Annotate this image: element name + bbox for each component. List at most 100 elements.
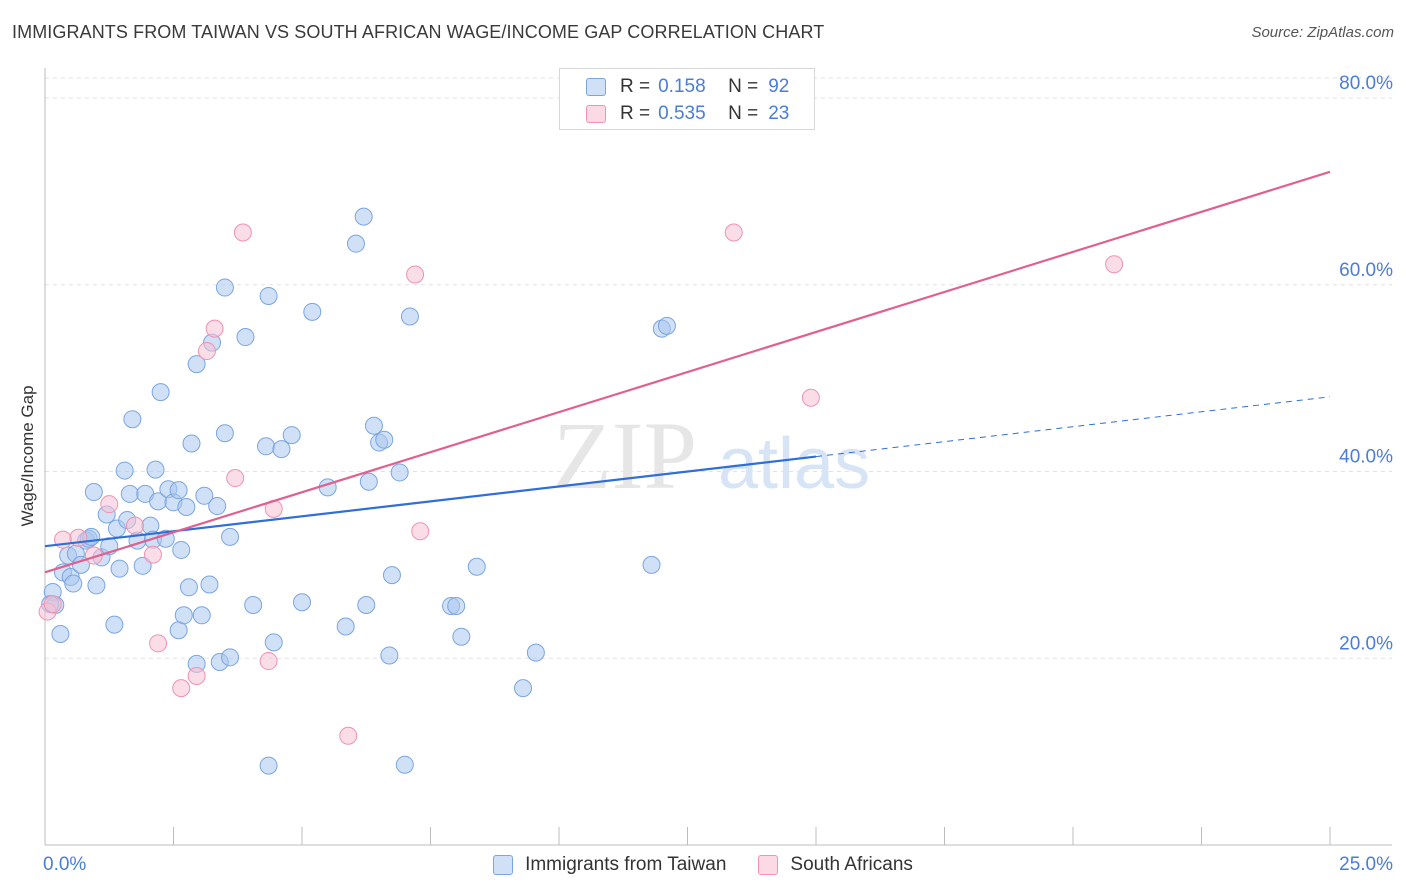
taiwan-point [110,559,129,578]
source-label: Source: ZipAtlas.com [1251,24,1394,41]
series-legend-south-africans[interactable]: South Africans [758,854,913,876]
taiwan-point [346,234,365,253]
south-african-point [172,679,191,698]
taiwan-point [208,497,227,516]
series-legend-taiwan[interactable]: Immigrants from Taiwan [493,854,726,876]
taiwan-point [115,461,134,480]
legend-r-value: 0.535 [658,103,706,124]
y-tick-label: 60.0% [1339,260,1393,281]
taiwan-point [336,617,355,636]
taiwan-point [179,578,198,597]
y-axis-label: Wage/Income Gap [18,385,37,527]
south-african-point [226,469,245,488]
legend-n-label: N = [728,103,759,124]
taiwan-point [259,756,278,775]
taiwan-point [264,633,283,652]
legend-n-label: N = [728,76,759,97]
legend-r-label: R = [620,103,651,124]
taiwan-point [526,643,545,662]
taiwan-point [257,437,276,456]
south-african-point [205,319,224,338]
taiwan-point [172,540,191,559]
taiwan-point [272,440,291,459]
taiwan-point [642,555,661,574]
taiwan-point [146,460,165,479]
series-label-taiwan: Immigrants from Taiwan [525,854,727,875]
south-african-point [187,666,206,685]
taiwan-point [354,207,373,226]
grid-lines [45,77,1392,659]
south-african-point [149,634,168,653]
data-points [38,207,1124,775]
south-african-point [125,516,144,535]
series-swatch-taiwan [493,855,514,875]
taiwan-point [221,648,240,667]
taiwan-point [357,596,376,615]
taiwan-point [244,596,263,615]
legend-n-value: 92 [768,76,790,97]
taiwan-point [120,484,139,503]
taiwan-point [400,307,419,326]
taiwan-point [169,621,188,640]
taiwan-point [169,481,188,500]
legend-row-south-africans: R = 0.535 N = 23 [586,102,789,126]
legend-n-value: 23 [768,103,790,124]
south-african-point [801,388,820,407]
x-tick-label: 25.0% [1339,854,1393,875]
chart-title: IMMIGRANTS FROM TAIWAN VS SOUTH AFRICAN … [12,22,825,42]
south-african-point [339,726,358,745]
taiwan-point [303,302,322,321]
south-african-point [1105,255,1124,274]
taiwan-point [382,566,401,585]
taiwan-point [657,316,676,335]
taiwan-point [87,576,106,595]
taiwan-point [200,575,219,594]
stats-legend: R = 0.158 N = 92 R = 0.535 N = 23 [559,68,815,130]
series-label-south-africans: South Africans [790,854,913,875]
south-african-point [406,265,425,284]
y-tick-label: 40.0% [1339,447,1393,468]
tick-labels: 20.0% 40.0% 60.0% 80.0% 0.0% 25.0% [43,73,1393,875]
y-tick-label: 80.0% [1339,73,1393,94]
taiwan-point [195,486,214,505]
axes [44,68,1392,846]
taiwan-point [390,463,409,482]
taiwan-point [282,426,301,445]
series-legend: Immigrants from Taiwan South Africans [0,852,1406,878]
taiwan-point [380,646,399,665]
legend-swatch-taiwan [586,78,606,96]
legend-swatch-south-africans [586,105,606,123]
taiwan-point [215,424,234,443]
taiwan-point [151,383,170,402]
south-african-point [143,545,162,564]
taiwan-point [192,606,211,625]
south-african-point [233,223,252,242]
taiwan-point [84,483,103,502]
legend-r-label: R = [620,76,651,97]
taiwan-point [293,593,311,612]
legend-row-taiwan: R = 0.158 N = 92 [586,75,789,99]
taiwan-point [395,755,414,774]
south-african-point [259,652,278,671]
taiwan-point [187,355,206,374]
taiwan-point [375,430,394,449]
south-african-point [100,495,119,514]
taiwan-point [123,410,142,429]
watermark-atlas: atlas [718,424,870,504]
legend-r-value: 0.158 [658,76,706,97]
taiwan-point [182,434,201,453]
x-tick-label: 0.0% [43,854,86,875]
taiwan-point [259,286,278,305]
taiwan-point [364,416,383,435]
south-african-trend-line [44,170,1331,574]
taiwan-point [174,606,193,625]
south-african-point [43,595,62,614]
taiwan-point [64,574,83,593]
taiwan-point [215,278,234,297]
taiwan-point [133,556,152,575]
taiwan-point [359,472,378,491]
taiwan-trend-extension [815,396,1331,458]
trend-lines [44,170,1331,574]
south-african-point [724,223,743,242]
